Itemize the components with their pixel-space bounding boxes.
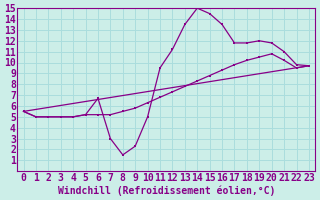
X-axis label: Windchill (Refroidissement éolien,°C): Windchill (Refroidissement éolien,°C): [58, 185, 275, 196]
